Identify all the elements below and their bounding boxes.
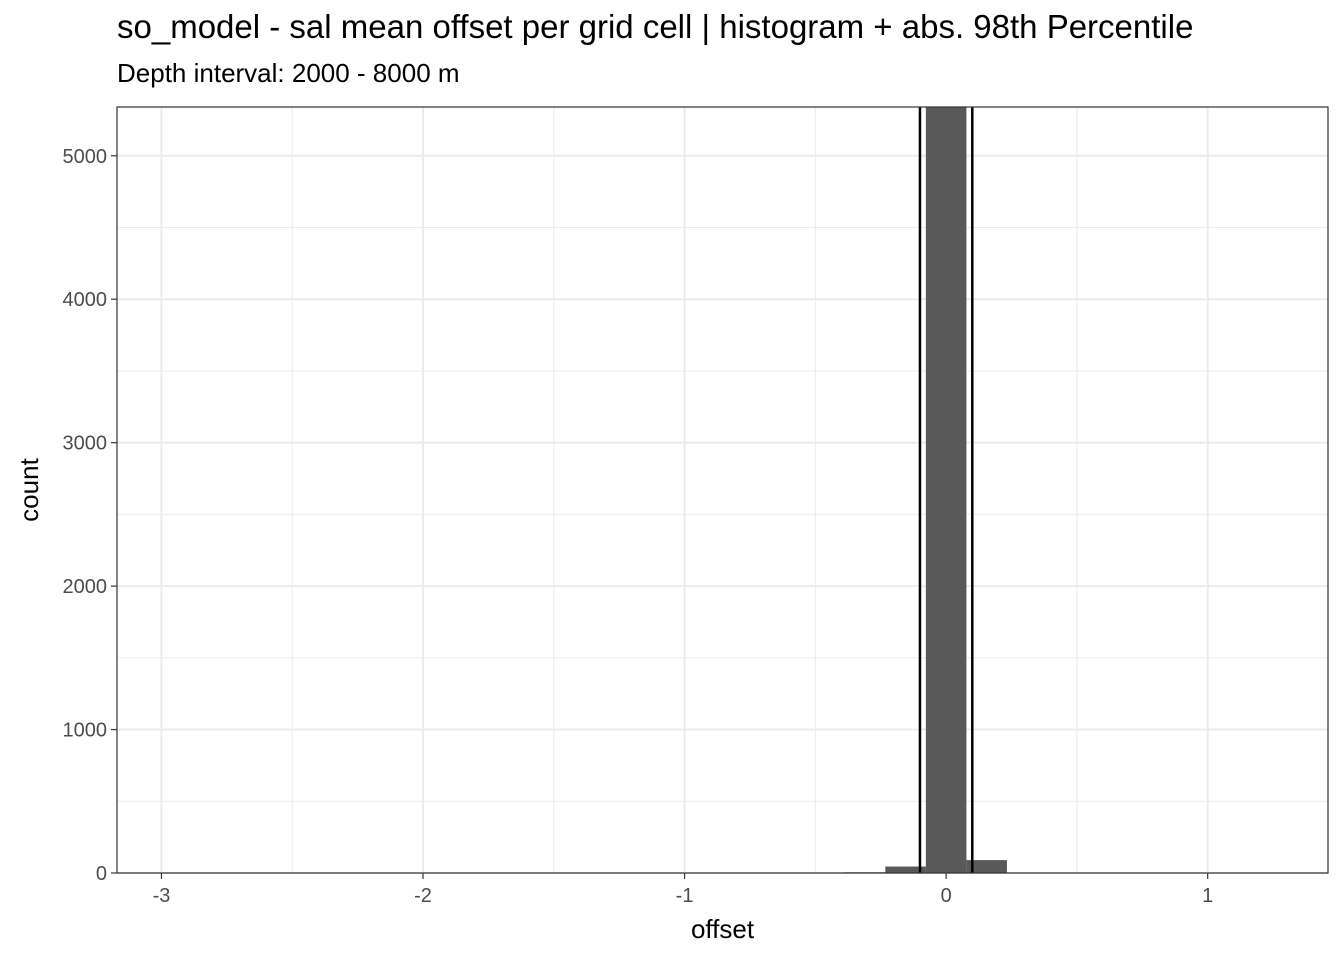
y-tick-label: 3000	[63, 433, 108, 455]
x-axis-title: offset	[691, 914, 755, 944]
x-axis-ticks: -3 -2 -1 0 1	[153, 873, 1213, 907]
x-tick-label: 0	[941, 885, 952, 907]
y-axis-title: count	[14, 457, 44, 521]
major-gridlines	[117, 107, 1328, 874]
x-tick-label: 1	[1202, 885, 1213, 907]
chart-title: so_model - sal mean offset per grid cell…	[117, 8, 1194, 45]
minor-gridlines	[117, 107, 1328, 873]
y-tick-label: 4000	[63, 289, 108, 311]
y-axis-ticks: 0 1000 2000 3000 4000 5000	[63, 146, 117, 885]
x-tick-label: -2	[414, 885, 432, 907]
x-tick-label: -3	[153, 885, 171, 907]
histogram-bar	[966, 860, 1007, 873]
y-tick-label: 1000	[63, 720, 108, 742]
y-tick-label: 0	[96, 863, 107, 885]
x-tick-label: -1	[676, 885, 694, 907]
panel-border	[116, 106, 1329, 874]
histogram-bar	[885, 866, 926, 873]
histogram-bars	[844, 107, 1007, 873]
chart-subtitle: Depth interval: 2000 - 8000 m	[117, 58, 460, 88]
y-tick-label: 5000	[63, 146, 108, 168]
y-tick-label: 2000	[63, 576, 108, 598]
histogram-bar	[925, 107, 967, 873]
percentile-lines	[918, 107, 974, 873]
